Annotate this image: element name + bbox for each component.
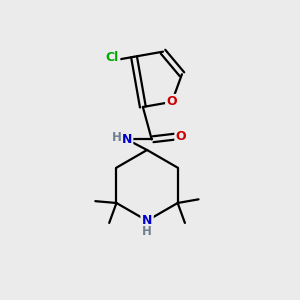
Text: H: H bbox=[111, 131, 121, 144]
Text: N: N bbox=[122, 133, 132, 146]
Text: O: O bbox=[176, 130, 187, 143]
Text: N: N bbox=[142, 214, 152, 227]
Text: H: H bbox=[142, 225, 152, 239]
Text: Cl: Cl bbox=[106, 51, 119, 64]
Text: O: O bbox=[167, 95, 177, 108]
